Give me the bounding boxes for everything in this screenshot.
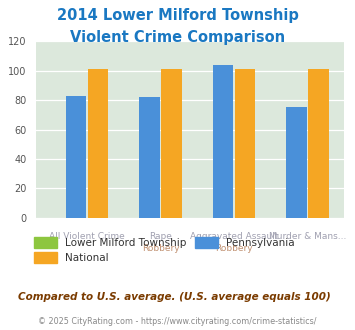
Legend: Lower Milford Township, National, Pennsylvania: Lower Milford Township, National, Pennsy…: [30, 233, 299, 267]
Text: Robbery: Robbery: [142, 244, 179, 253]
Bar: [162, 69, 182, 218]
Bar: [66, 96, 86, 218]
Bar: [286, 108, 307, 218]
Text: Robbery: Robbery: [215, 244, 253, 253]
Text: 2014 Lower Milford Township: 2014 Lower Milford Township: [56, 8, 299, 23]
Text: Violent Crime Comparison: Violent Crime Comparison: [70, 30, 285, 45]
Text: Compared to U.S. average. (U.S. average equals 100): Compared to U.S. average. (U.S. average …: [18, 292, 331, 302]
Bar: [235, 69, 255, 218]
Bar: [88, 69, 108, 218]
Text: Rape: Rape: [149, 232, 172, 241]
Bar: [308, 69, 329, 218]
Text: Murder & Mans...: Murder & Mans...: [269, 232, 346, 241]
Text: Aggravated Assault: Aggravated Assault: [190, 232, 278, 241]
Text: All Violent Crime: All Violent Crime: [49, 232, 125, 241]
Bar: [139, 97, 160, 218]
Text: © 2025 CityRating.com - https://www.cityrating.com/crime-statistics/: © 2025 CityRating.com - https://www.city…: [38, 317, 317, 326]
Bar: [213, 65, 233, 218]
